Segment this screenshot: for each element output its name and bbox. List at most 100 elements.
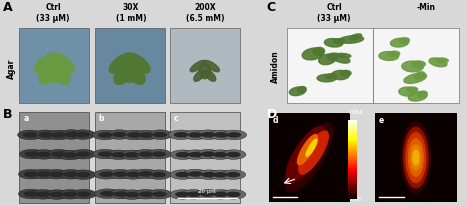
Circle shape: [201, 132, 215, 137]
Circle shape: [183, 169, 208, 179]
Circle shape: [188, 132, 202, 138]
Text: b: b: [99, 114, 104, 123]
Circle shape: [31, 150, 57, 159]
Circle shape: [51, 151, 66, 157]
Ellipse shape: [306, 139, 317, 156]
Text: c: c: [174, 114, 178, 123]
Circle shape: [57, 150, 82, 160]
Circle shape: [133, 149, 158, 159]
Circle shape: [112, 132, 127, 137]
Circle shape: [38, 132, 53, 138]
Circle shape: [127, 132, 141, 138]
Circle shape: [170, 170, 195, 179]
Circle shape: [124, 152, 139, 158]
Ellipse shape: [436, 58, 448, 62]
Ellipse shape: [399, 38, 410, 43]
Ellipse shape: [194, 70, 205, 81]
Circle shape: [36, 171, 51, 177]
Circle shape: [120, 190, 144, 199]
Circle shape: [183, 130, 207, 140]
FancyBboxPatch shape: [170, 112, 240, 203]
Ellipse shape: [199, 64, 211, 79]
Circle shape: [64, 172, 78, 177]
Circle shape: [208, 150, 233, 159]
Circle shape: [25, 151, 39, 157]
Circle shape: [186, 192, 201, 197]
Circle shape: [20, 149, 44, 159]
Text: d: d: [273, 116, 278, 125]
Text: max: max: [348, 109, 363, 115]
Circle shape: [200, 191, 215, 197]
Ellipse shape: [407, 87, 418, 92]
Circle shape: [63, 152, 77, 158]
Circle shape: [226, 172, 241, 177]
Circle shape: [99, 172, 113, 177]
Text: A: A: [3, 1, 12, 14]
Circle shape: [183, 150, 208, 159]
Circle shape: [196, 170, 221, 179]
Circle shape: [222, 130, 247, 140]
Circle shape: [98, 132, 112, 138]
Circle shape: [33, 130, 58, 139]
Circle shape: [227, 132, 241, 138]
FancyBboxPatch shape: [20, 28, 89, 103]
FancyBboxPatch shape: [287, 28, 373, 103]
Circle shape: [98, 151, 113, 157]
Circle shape: [92, 130, 118, 140]
Circle shape: [44, 170, 69, 179]
Circle shape: [59, 130, 84, 139]
Ellipse shape: [34, 53, 58, 73]
Circle shape: [188, 152, 203, 157]
Ellipse shape: [401, 122, 431, 193]
Circle shape: [24, 171, 38, 177]
Ellipse shape: [126, 53, 150, 73]
Text: Ctrl
(33 μM): Ctrl (33 μM): [317, 3, 351, 23]
Circle shape: [46, 149, 71, 159]
Circle shape: [181, 190, 206, 199]
Circle shape: [134, 130, 158, 140]
Circle shape: [108, 189, 133, 199]
Circle shape: [63, 192, 77, 197]
Ellipse shape: [336, 53, 351, 58]
Text: Amidon: Amidon: [271, 50, 280, 83]
Circle shape: [111, 152, 126, 158]
Circle shape: [188, 171, 203, 177]
Circle shape: [49, 171, 64, 177]
Circle shape: [208, 190, 233, 199]
Ellipse shape: [329, 53, 350, 63]
Circle shape: [174, 132, 188, 138]
Circle shape: [152, 191, 167, 197]
Circle shape: [18, 189, 43, 199]
Circle shape: [107, 130, 132, 139]
Ellipse shape: [299, 131, 328, 174]
Circle shape: [209, 130, 234, 140]
Circle shape: [76, 132, 90, 137]
Ellipse shape: [339, 36, 363, 43]
Ellipse shape: [404, 73, 426, 83]
Ellipse shape: [413, 150, 419, 165]
Circle shape: [133, 169, 158, 179]
Ellipse shape: [318, 54, 336, 65]
Text: Agar: Agar: [7, 58, 16, 79]
Circle shape: [23, 132, 37, 138]
Ellipse shape: [327, 54, 337, 60]
Circle shape: [170, 150, 195, 159]
Circle shape: [195, 189, 220, 199]
Text: min: min: [349, 196, 362, 202]
Ellipse shape: [286, 127, 325, 183]
Text: Ctrl
(33 μM): Ctrl (33 μM): [36, 3, 70, 23]
Text: C: C: [267, 1, 276, 14]
Circle shape: [36, 192, 50, 197]
Ellipse shape: [53, 66, 70, 84]
Circle shape: [147, 189, 172, 199]
FancyBboxPatch shape: [95, 28, 164, 103]
Circle shape: [196, 130, 221, 139]
Circle shape: [196, 149, 220, 159]
Ellipse shape: [205, 70, 216, 81]
Circle shape: [125, 192, 139, 197]
Ellipse shape: [204, 60, 219, 72]
Ellipse shape: [390, 38, 409, 47]
Circle shape: [71, 189, 96, 199]
Text: 30X
(1 mM): 30X (1 mM): [116, 3, 146, 23]
Circle shape: [201, 151, 215, 157]
